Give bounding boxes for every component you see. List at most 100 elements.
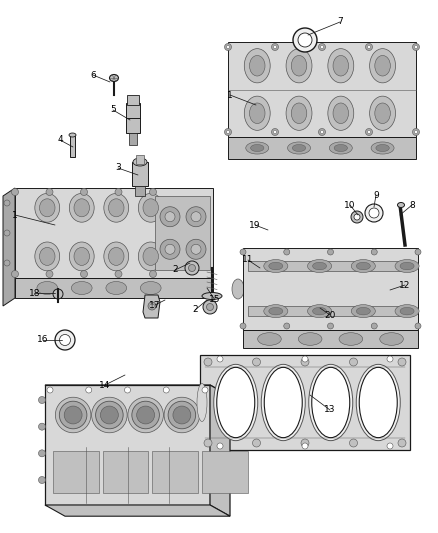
Circle shape: [160, 207, 180, 227]
Circle shape: [206, 303, 213, 311]
Ellipse shape: [250, 55, 265, 76]
Circle shape: [39, 450, 46, 457]
Ellipse shape: [351, 305, 375, 318]
Text: 9: 9: [373, 190, 379, 199]
Circle shape: [81, 271, 88, 278]
Circle shape: [173, 406, 191, 424]
Text: 20: 20: [324, 311, 336, 319]
Ellipse shape: [329, 142, 352, 154]
Circle shape: [160, 239, 180, 259]
Ellipse shape: [291, 103, 307, 124]
Ellipse shape: [39, 247, 55, 265]
Polygon shape: [243, 330, 418, 348]
Circle shape: [204, 439, 212, 447]
Ellipse shape: [356, 308, 370, 315]
Circle shape: [148, 302, 156, 310]
Polygon shape: [243, 248, 418, 330]
Circle shape: [4, 200, 10, 206]
Text: 19: 19: [249, 221, 261, 230]
Polygon shape: [45, 385, 230, 396]
Circle shape: [365, 128, 372, 135]
Circle shape: [350, 439, 357, 447]
Text: 1: 1: [12, 211, 18, 220]
Circle shape: [414, 131, 417, 133]
Circle shape: [163, 387, 169, 393]
Ellipse shape: [250, 103, 265, 124]
Circle shape: [413, 44, 420, 51]
Polygon shape: [15, 188, 213, 278]
Circle shape: [398, 358, 406, 366]
Circle shape: [328, 249, 333, 255]
Circle shape: [191, 212, 201, 222]
Text: 12: 12: [399, 280, 411, 289]
Circle shape: [64, 406, 82, 424]
Circle shape: [203, 300, 217, 314]
Text: 18: 18: [29, 288, 41, 297]
Circle shape: [150, 304, 154, 308]
Text: 10: 10: [344, 200, 356, 209]
Circle shape: [225, 44, 232, 51]
Ellipse shape: [375, 55, 390, 76]
Circle shape: [39, 477, 46, 483]
Circle shape: [55, 330, 75, 350]
Circle shape: [414, 45, 417, 49]
Ellipse shape: [339, 333, 363, 345]
Ellipse shape: [35, 193, 60, 222]
Polygon shape: [45, 385, 210, 505]
Ellipse shape: [309, 365, 353, 441]
Circle shape: [321, 45, 324, 49]
Circle shape: [86, 387, 92, 393]
Circle shape: [272, 128, 279, 135]
Circle shape: [165, 244, 175, 254]
Ellipse shape: [138, 193, 163, 222]
Ellipse shape: [375, 103, 390, 124]
Circle shape: [149, 271, 156, 278]
Ellipse shape: [287, 142, 311, 154]
Ellipse shape: [292, 144, 306, 151]
Ellipse shape: [333, 103, 349, 124]
Ellipse shape: [244, 49, 270, 83]
Ellipse shape: [380, 333, 403, 345]
Ellipse shape: [109, 199, 124, 217]
Ellipse shape: [141, 281, 161, 295]
Circle shape: [60, 401, 87, 429]
Ellipse shape: [202, 293, 222, 300]
Ellipse shape: [109, 247, 124, 265]
Circle shape: [298, 33, 312, 47]
Ellipse shape: [71, 281, 92, 295]
Ellipse shape: [69, 133, 76, 137]
Ellipse shape: [244, 96, 270, 131]
Ellipse shape: [69, 193, 94, 222]
Ellipse shape: [258, 333, 281, 345]
Bar: [126, 103, 140, 133]
Circle shape: [132, 401, 159, 429]
Ellipse shape: [400, 262, 414, 270]
Circle shape: [351, 211, 363, 223]
Circle shape: [367, 131, 371, 133]
Ellipse shape: [313, 308, 327, 315]
Circle shape: [415, 323, 421, 329]
Bar: [102, 451, 148, 493]
Ellipse shape: [269, 308, 283, 315]
Circle shape: [252, 439, 261, 447]
Circle shape: [55, 397, 91, 433]
Ellipse shape: [251, 144, 264, 151]
Circle shape: [293, 28, 317, 52]
Circle shape: [328, 323, 333, 329]
Ellipse shape: [35, 242, 60, 271]
Ellipse shape: [286, 96, 312, 131]
Circle shape: [115, 271, 122, 278]
Ellipse shape: [395, 305, 419, 318]
Circle shape: [137, 406, 155, 424]
Circle shape: [60, 335, 71, 345]
Circle shape: [302, 443, 308, 449]
Polygon shape: [228, 42, 416, 137]
Polygon shape: [200, 355, 410, 450]
Bar: [135, 186, 145, 196]
Ellipse shape: [333, 55, 349, 76]
Text: 17: 17: [149, 301, 161, 310]
Circle shape: [318, 44, 325, 51]
Bar: [53, 451, 99, 493]
Ellipse shape: [246, 142, 269, 154]
Ellipse shape: [307, 305, 332, 318]
